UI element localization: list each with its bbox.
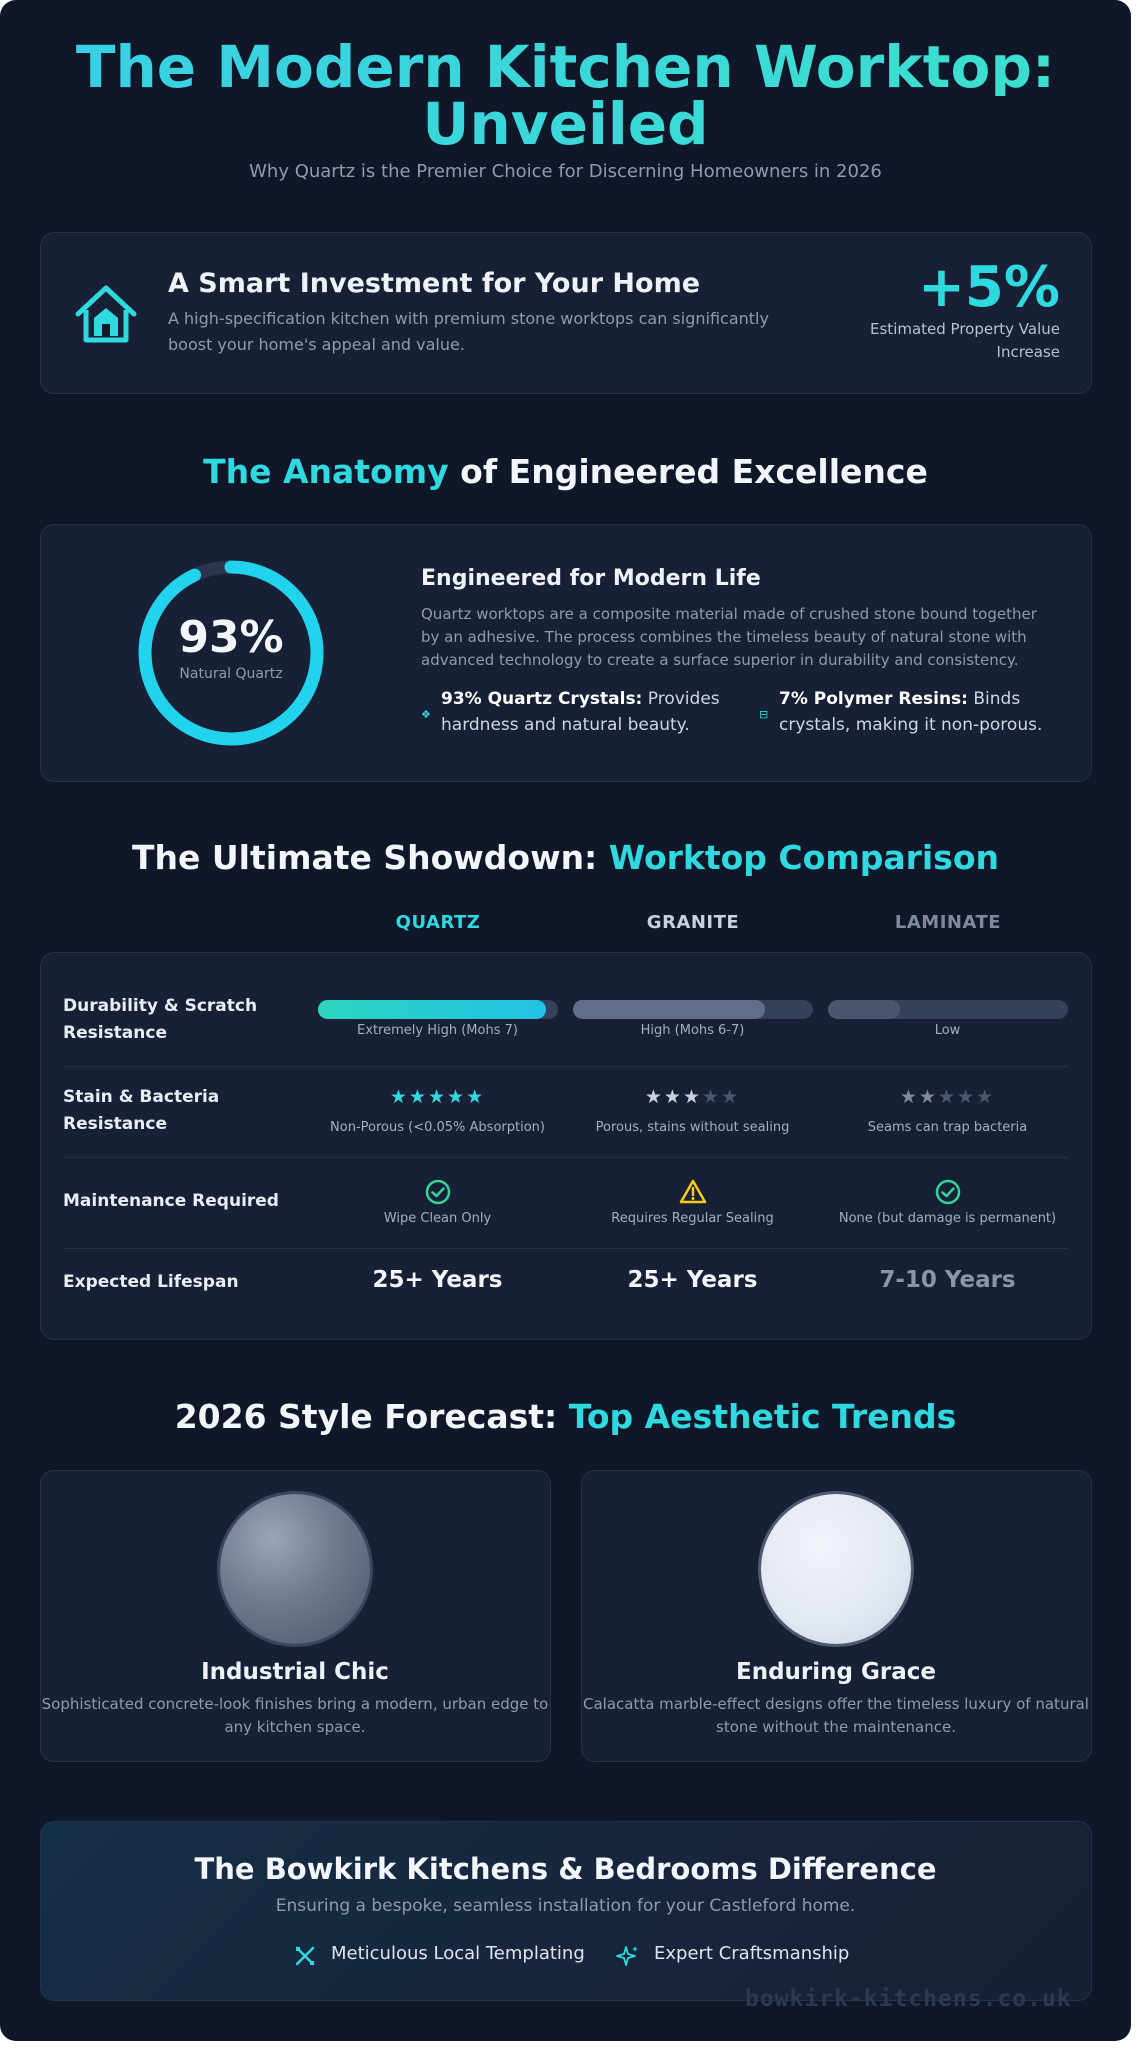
- stars-quartz: ★★★★★: [310, 1086, 565, 1108]
- page-title-line2: Unveiled: [0, 95, 1131, 153]
- footer-card: [40, 1821, 1092, 2001]
- row-label-durability: Durability & Scratch Resistance: [63, 996, 258, 1043]
- anatomy-title-highlight: The Anatomy: [203, 452, 449, 491]
- star-filled-icon: ★: [644, 1086, 664, 1108]
- star-filled-icon: ★: [682, 1086, 703, 1108]
- durability-fill-granite: [573, 1000, 765, 1019]
- row-label-lifespan: Expected Lifespan: [63, 1272, 239, 1292]
- durability-note-laminate: Low: [934, 1023, 961, 1038]
- trend-text-grace: Calacatta marble-effect designs offer th…: [583, 1695, 1089, 1736]
- star-filled-icon: ★: [899, 1086, 919, 1108]
- star-empty-icon: ★: [957, 1086, 977, 1108]
- watermark: bowkirk-kitchens.co.uk: [745, 1986, 1072, 2012]
- star-empty-icon: ★: [937, 1086, 958, 1108]
- trends-section-title: 2026 Style Forecast: Top Aesthetic Trend…: [0, 1397, 1131, 1436]
- star-filled-icon: ★: [389, 1086, 409, 1108]
- star-filled-icon: ★: [663, 1086, 683, 1108]
- trend-title-grace: Enduring Grace: [736, 1659, 936, 1685]
- star-empty-icon: ★: [702, 1086, 722, 1108]
- feature-resin-bold: 7% Polymer Resins:: [779, 689, 968, 709]
- lifespan-granite: 25+ Years: [627, 1267, 758, 1293]
- page-subtitle: Why Quartz is the Premier Choice for Dis…: [249, 161, 882, 182]
- durability-note-granite: High (Mohs 6-7): [640, 1023, 745, 1038]
- concrete-swatch: [220, 1494, 370, 1644]
- stain-note-quartz: Non-Porous (<0.05% Absorption): [330, 1120, 545, 1135]
- trend-text-industrial: Sophisticated concrete-look finishes bri…: [41, 1695, 549, 1736]
- investment-card: [40, 232, 1092, 394]
- anatomy-title-rest: of Engineered Excellence: [448, 452, 928, 491]
- crystal-icon: ❖: [421, 708, 431, 721]
- feature-quartz: 93% Quartz Crystals: Provides hardness a…: [441, 686, 741, 738]
- investment-title: A Smart Investment for Your Home: [168, 268, 701, 299]
- quartz-donut-chart: [138, 560, 324, 746]
- comparison-title-plain: The Ultimate Showdown:: [132, 838, 609, 877]
- column-head-quartz: QUARTZ: [395, 912, 481, 933]
- row-label-stain: Stain & Bacteria Resistance: [63, 1087, 220, 1134]
- investment-stat: +5%: [918, 255, 1060, 320]
- stain-note-laminate: Seams can trap bacteria: [867, 1120, 1028, 1135]
- feature-quartz-bold: 93% Quartz Crystals:: [441, 689, 643, 709]
- trend-title-industrial: Industrial Chic: [201, 1659, 389, 1685]
- maintenance-note-granite: Requires Regular Sealing: [611, 1211, 774, 1226]
- footer-subtitle: Ensuring a bespoke, seamless installatio…: [275, 1896, 856, 1916]
- comparison-section-title: The Ultimate Showdown: Worktop Compariso…: [0, 838, 1131, 877]
- durability-fill-quartz: [318, 1000, 546, 1019]
- row-divider: [63, 1248, 1068, 1249]
- footer-title: The Bowkirk Kitchens & Bedrooms Differen…: [194, 1852, 937, 1886]
- marble-swatch: [761, 1494, 911, 1644]
- footer-item-templating: Meticulous Local Templating: [331, 1943, 585, 1964]
- stain-note-granite: Porous, stains without sealing: [595, 1120, 790, 1135]
- star-filled-icon: ★: [466, 1086, 486, 1108]
- sparkle-icon: [616, 1946, 638, 1966]
- star-empty-icon: ★: [721, 1086, 741, 1108]
- house-icon: [75, 285, 137, 343]
- stars-granite: ★★★★★: [565, 1086, 820, 1108]
- anatomy-heading: Engineered for Modern Life: [421, 566, 761, 591]
- footer-item-craftsmanship: Expert Craftsmanship: [654, 1943, 850, 1964]
- row-divider: [63, 1066, 1068, 1067]
- trends-title-plain: 2026 Style Forecast:: [174, 1397, 569, 1436]
- maintenance-note-quartz: Wipe Clean Only: [383, 1211, 492, 1226]
- durability-fill-laminate: [828, 1000, 900, 1019]
- durability-bar-laminate: [828, 1000, 1068, 1019]
- maintenance-note-laminate: None (but damage is permanent): [838, 1211, 1057, 1226]
- warning-icon: [679, 1179, 707, 1204]
- lifespan-laminate: 7-10 Years: [879, 1267, 1016, 1293]
- ruler-cross-icon: [295, 1946, 315, 1966]
- durability-bar-quartz: [318, 1000, 558, 1019]
- column-head-granite: GRANITE: [646, 912, 740, 933]
- investment-text: A high-specification kitchen with premiu…: [168, 309, 769, 354]
- donut-value: 93%: [178, 612, 284, 663]
- feature-resin: 7% Polymer Resins: Binds crystals, makin…: [779, 686, 1069, 738]
- feature-quartz-text: Provides hardness and natural beauty.: [441, 689, 720, 735]
- resin-icon: ⊟: [759, 708, 769, 721]
- durability-note-quartz: Extremely High (Mohs 7): [357, 1023, 518, 1038]
- check-circle-icon: [425, 1179, 451, 1205]
- star-filled-icon: ★: [408, 1086, 428, 1108]
- page-title-line1: The Modern Kitchen Worktop:: [0, 38, 1131, 96]
- feature-resin-text: Binds crystals, making it non-porous.: [779, 689, 1043, 735]
- star-empty-icon: ★: [976, 1086, 996, 1108]
- anatomy-section-title: The Anatomy of Engineered Excellence: [0, 452, 1131, 491]
- row-divider: [63, 1157, 1068, 1158]
- anatomy-text: Quartz worktops are a composite material…: [421, 605, 1037, 669]
- check-circle-icon: [935, 1179, 961, 1205]
- donut-label: Natural Quartz: [179, 666, 283, 682]
- trends-title-highlight: Top Aesthetic Trends: [568, 1397, 957, 1436]
- star-filled-icon: ★: [918, 1086, 938, 1108]
- investment-stat-label: Estimated Property Value Increase: [870, 320, 1060, 361]
- durability-bar-granite: [573, 1000, 813, 1019]
- row-label-maintenance: Maintenance Required: [63, 1191, 279, 1211]
- star-filled-icon: ★: [427, 1086, 448, 1108]
- donut-arc: [138, 560, 324, 746]
- column-head-laminate: LAMINATE: [894, 912, 1002, 933]
- star-filled-icon: ★: [447, 1086, 467, 1108]
- stars-laminate: ★★★★★: [820, 1086, 1075, 1108]
- comparison-title-highlight: Worktop Comparison: [608, 838, 999, 877]
- lifespan-quartz: 25+ Years: [372, 1267, 503, 1293]
